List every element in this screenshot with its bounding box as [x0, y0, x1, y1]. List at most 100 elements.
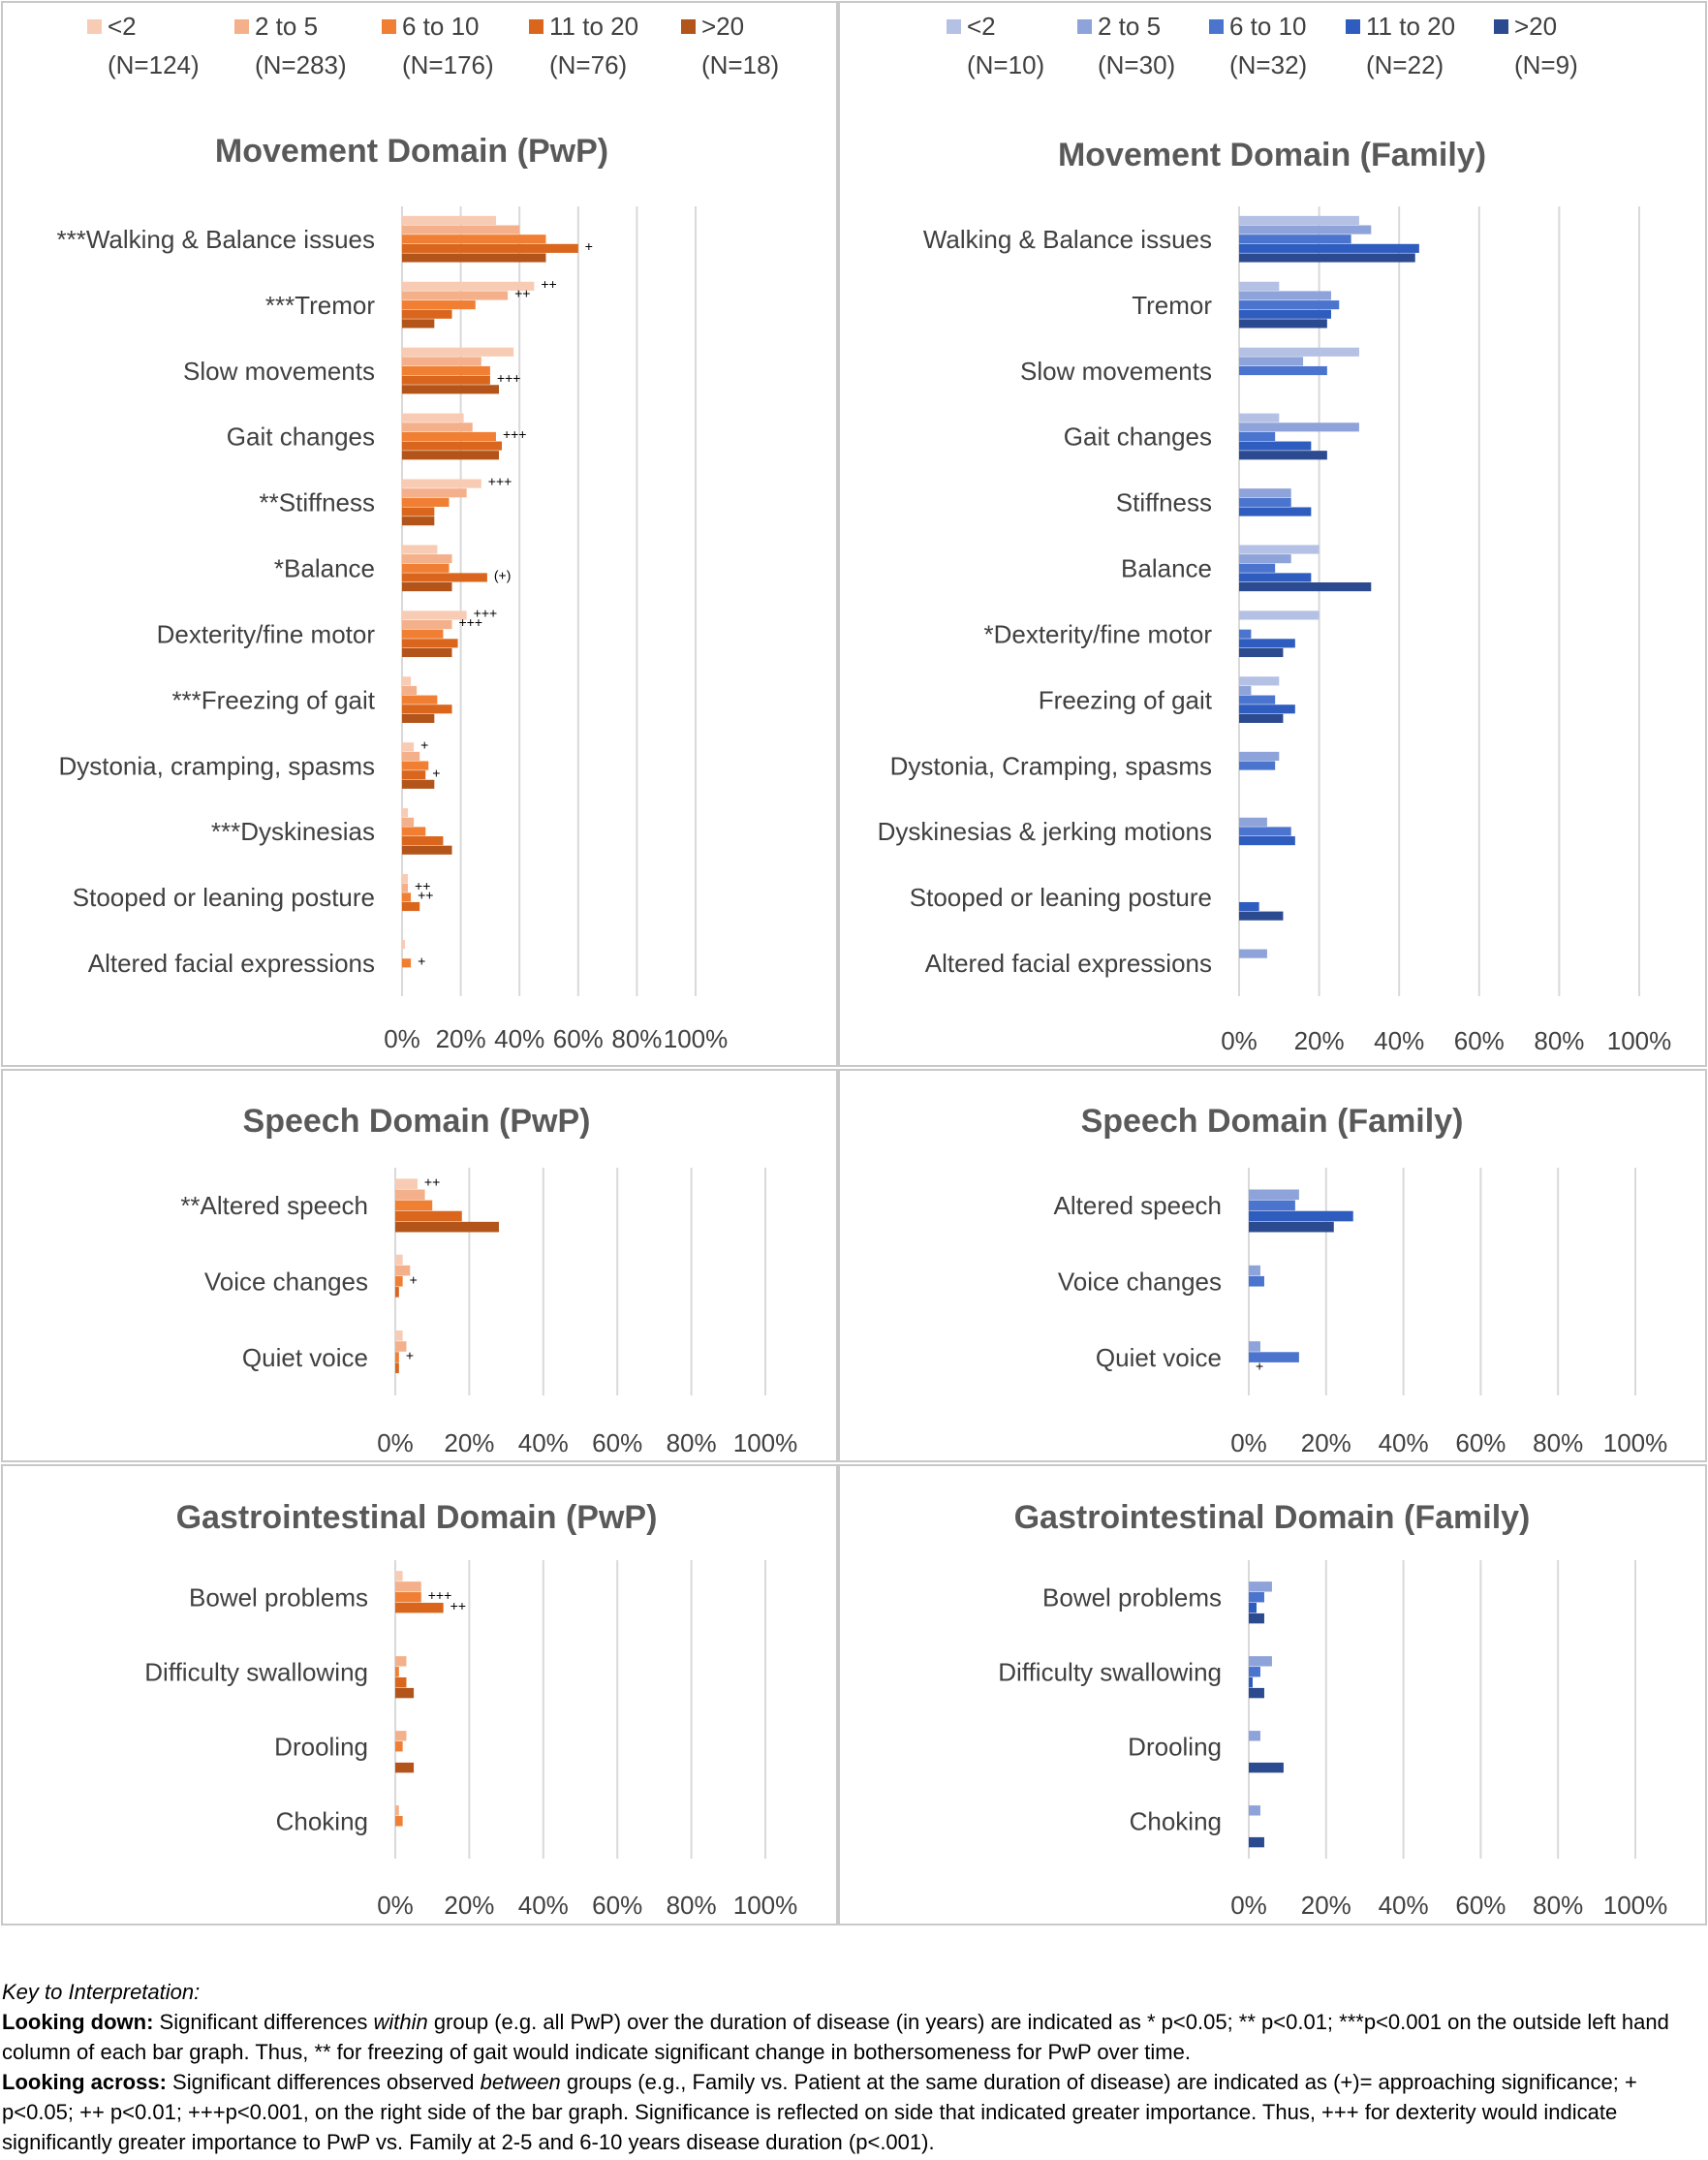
speech-pwp-bar-2-1 [395, 1254, 403, 1266]
legend-family-label-4: 11 to 20 [1366, 12, 1455, 41]
speech-family-bar-1-3 [1249, 1200, 1295, 1211]
speech-family-title: Speech Domain (Family) [1081, 1103, 1464, 1140]
movement-pwp-bar-5-3 [402, 497, 450, 507]
movement-pwp-bar-10-3 [402, 827, 426, 836]
movement-pwp-bar-8-2 [402, 685, 418, 696]
movement-pwp-bar-1-3 [402, 235, 546, 244]
speech-pwp-bar-1-4 [395, 1210, 462, 1222]
key-across-text-2: groups (e.g., Family vs. Patient at the … [2, 2070, 1637, 2154]
movement-family-bar-5-4 [1239, 507, 1312, 517]
movement-family-category-label-1: Walking & Balance issues [923, 225, 1212, 254]
movement-family-bar-10-2 [1239, 817, 1267, 827]
legend-family-n-3: (N=32) [1229, 50, 1307, 79]
legend-family-n-1: (N=10) [967, 50, 1044, 79]
movement-pwp-tick-label-1: 0% [384, 1024, 420, 1053]
gi-family-bar-2-3 [1249, 1667, 1260, 1677]
legend-family-n-4: (N=22) [1366, 50, 1444, 79]
movement-pwp-bar-7-1 [402, 610, 467, 620]
gi-pwp-bar-4-3 [395, 1816, 403, 1827]
movement-pwp-significance-8: +++ [474, 606, 498, 621]
movement-family-title: Movement Domain (Family) [1058, 137, 1486, 173]
legend-pwp-swatch-1 [87, 19, 102, 34]
gi-pwp-category-label-3: Drooling [274, 1733, 368, 1762]
key-down-em: within [373, 2010, 428, 2034]
legend-family-swatch-4 [1346, 19, 1360, 34]
movement-pwp-bar-9-2 [402, 751, 420, 761]
movement-pwp-category-label-12: Altered facial expressions [88, 949, 375, 978]
movement-pwp-bar-4-4 [402, 441, 503, 451]
speech-pwp-bar-1-5 [395, 1221, 499, 1233]
movement-pwp-bar-12-1 [402, 939, 406, 950]
movement-family-category-label-2: Tremor [1132, 291, 1212, 320]
speech-pwp-category-label-1: **Altered speech [180, 1191, 368, 1220]
movement-family-tick-label-6: 100% [1607, 1026, 1672, 1055]
movement-pwp-category-label-10: ***Dyskinesias [211, 817, 375, 846]
key-across-label: Looking across: [2, 2070, 167, 2094]
gi-pwp-tick-label-6: 100% [733, 1891, 798, 1920]
movement-family-tick-label-2: 20% [1294, 1026, 1345, 1055]
movement-family-bar-1-4 [1239, 243, 1419, 253]
gi-pwp-category-label-4: Choking [276, 1807, 368, 1836]
gi-pwp-category-label-1: Bowel problems [189, 1583, 368, 1612]
movement-family-bar-1-5 [1239, 253, 1415, 263]
movement-pwp-significance-1: + [585, 238, 593, 254]
movement-family-category-label-8: Freezing of gait [1039, 685, 1213, 714]
panel-frame-1 [1, 1, 838, 1067]
speech-pwp-significance-1: ++ [424, 1174, 440, 1190]
movement-family-category-label-3: Slow movements [1020, 357, 1212, 386]
movement-pwp-bar-5-4 [402, 507, 435, 517]
movement-pwp-bar-11-2 [402, 883, 409, 892]
gi-pwp-bar-4-2 [395, 1805, 399, 1816]
movement-pwp-significance-7: (+) [494, 568, 512, 583]
movement-family-bar-6-2 [1239, 554, 1291, 564]
movement-family-bar-7-4 [1239, 639, 1295, 648]
legend-pwp-swatch-2 [234, 19, 249, 34]
movement-pwp-bar-8-5 [402, 713, 435, 723]
movement-pwp-bar-5-5 [402, 517, 435, 526]
speech-family-bar-2-2 [1249, 1265, 1260, 1276]
legend-family-label-2: 2 to 5 [1098, 12, 1161, 41]
key-looking-across: Looking across: Significant differences … [2, 2067, 1692, 2157]
movement-family-bar-4-5 [1239, 451, 1327, 460]
key-down-text-2: group (e.g. all PwP) over the duration o… [2, 2010, 1669, 2064]
movement-pwp-bar-6-4 [402, 573, 487, 582]
speech-family-bar-1-2 [1249, 1189, 1299, 1201]
gi-family-tick-label-4: 60% [1455, 1891, 1506, 1920]
panel-frame-5 [1, 1464, 838, 1925]
movement-family-bar-7-3 [1239, 629, 1252, 639]
speech-pwp-tick-label-4: 60% [592, 1428, 642, 1457]
key-down-text-1: Significant differences [153, 2010, 374, 2034]
movement-pwp-category-label-5: **Stiffness [260, 488, 375, 517]
gi-pwp-bar-2-5 [395, 1687, 415, 1699]
movement-pwp-bar-8-1 [402, 676, 412, 686]
movement-family-chart: Movement Domain (Family) 0% 20% 40% 60% 80% 10… [878, 137, 1672, 1055]
movement-family-bar-1-3 [1239, 235, 1351, 244]
movement-family-bar-7-1 [1239, 610, 1320, 620]
movement-family-bar-5-2 [1239, 488, 1291, 498]
gi-family-bar-4-2 [1249, 1805, 1260, 1816]
legend-pwp-n-1: (N=124) [108, 50, 200, 79]
gi-family-category-label-1: Bowel problems [1042, 1583, 1222, 1612]
movement-family-bar-3-1 [1239, 347, 1359, 357]
legend-family-swatch-5 [1494, 19, 1508, 34]
movement-family-tick-label-4: 60% [1454, 1026, 1505, 1055]
movement-pwp-bar-1-4 [402, 243, 578, 253]
movement-pwp-bar-2-3 [402, 300, 476, 310]
movement-pwp-chart: Movement Domain (PwP) 0% 20% 40% 60% 80% 100% *… [56, 133, 728, 1053]
speech-pwp-bar-2-2 [395, 1265, 411, 1276]
speech-family-bar-1-4 [1249, 1210, 1353, 1222]
movement-pwp-bar-5-2 [402, 488, 467, 498]
gi-pwp-bar-2-3 [395, 1667, 399, 1677]
movement-pwp-significance-14: + [418, 953, 425, 968]
movement-pwp-category-label-8: ***Freezing of gait [171, 685, 375, 714]
movement-family-category-label-6: Balance [1121, 554, 1212, 583]
movement-family-bar-6-3 [1239, 563, 1276, 573]
movement-pwp-category-label-7: Dexterity/fine motor [157, 619, 376, 648]
legend-family-n-5: (N=9) [1514, 50, 1578, 79]
speech-family-tick-label-4: 60% [1455, 1428, 1506, 1457]
gi-family-title: Gastrointestinal Domain (Family) [1014, 1499, 1531, 1536]
movement-family-bar-5-3 [1239, 497, 1291, 507]
movement-pwp-category-label-9: Dystonia, cramping, spasms [58, 751, 375, 780]
key-across-text-1: Significant differences observed [166, 2070, 481, 2094]
movement-family-tick-label-5: 80% [1534, 1026, 1584, 1055]
